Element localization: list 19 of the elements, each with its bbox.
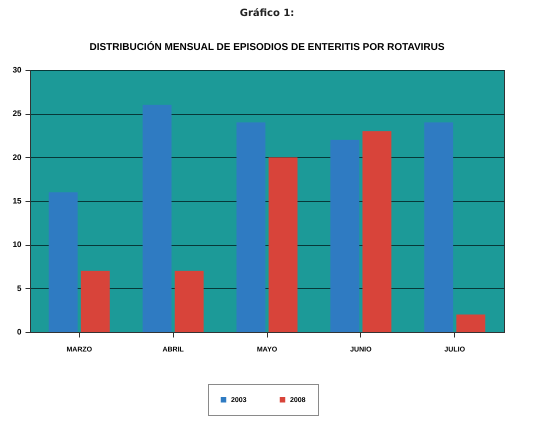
y-tick-label: 20 [12, 152, 22, 162]
bar [362, 131, 392, 332]
bar [236, 122, 266, 332]
bar [424, 122, 454, 332]
y-tick-label: 0 [17, 328, 22, 336]
bar [330, 140, 360, 332]
y-tick-label: 10 [12, 240, 22, 250]
y-tick-label: 5 [17, 284, 22, 293]
bar [80, 270, 110, 332]
y-tick-label: 15 [12, 196, 22, 206]
y-tick-label: 25 [12, 109, 22, 118]
y-tick-label: 30 [12, 66, 22, 74]
chart-subtitle: DISTRIBUCIÓN MENSUAL DE EPISODIOS DE ENTERITIS POR ROTAVIRUS [89, 41, 445, 53]
bar [268, 157, 298, 332]
bar [142, 104, 172, 332]
bar [48, 192, 78, 332]
chart-title: Gráfico 1: [240, 8, 294, 19]
bar [174, 270, 204, 332]
bar [456, 314, 486, 332]
